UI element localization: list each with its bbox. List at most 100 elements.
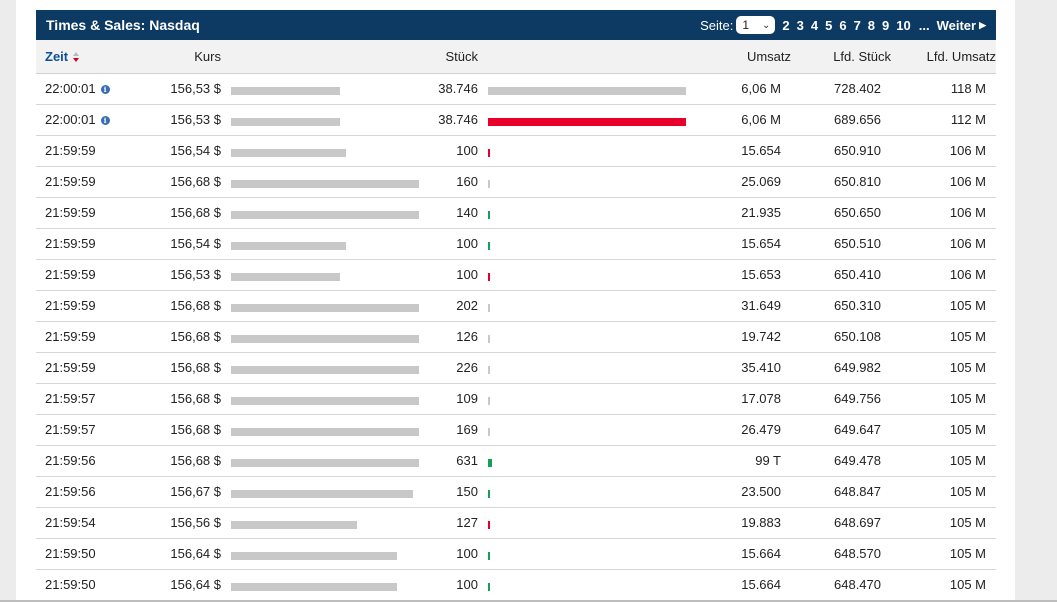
- column-header-stueck[interactable]: Stück: [431, 40, 478, 74]
- volume-bar: [488, 86, 686, 95]
- cell-lfd-umsatz: 112 M: [891, 104, 996, 136]
- page-link-10[interactable]: 10: [896, 17, 911, 33]
- cell-kurs: 156,68 $: [151, 383, 221, 415]
- arrow-right-icon: ▶: [979, 19, 986, 30]
- cell-volume-bar: [478, 290, 691, 322]
- price-bar: [231, 489, 413, 498]
- cell-lfd-stueck: 650.108: [791, 321, 891, 353]
- volume-bar: [488, 427, 490, 436]
- cell-zeit-text: 21:59:59: [45, 205, 96, 220]
- table-row: 21:59:59 156,68 $ 226 35.410 649.982 105 M: [36, 352, 996, 384]
- cell-stueck: 109: [431, 383, 478, 415]
- cell-volume-bar: [478, 352, 691, 384]
- times-and-sales-widget: Times & Sales: Nasdaq Seite: 1 ⌄ 2 3 4 5…: [36, 10, 996, 601]
- column-header-lfd-umsatz[interactable]: Lfd. Umsatz: [891, 40, 996, 74]
- cell-lfd-stueck: 648.570: [791, 538, 891, 570]
- sort-icon: [73, 51, 80, 62]
- volume-bar: [488, 272, 490, 281]
- volume-bar: [488, 458, 492, 467]
- cell-zeit: 21:59:59: [36, 135, 151, 167]
- page-link-5[interactable]: 5: [825, 17, 833, 33]
- cell-umsatz: 19.883: [691, 507, 791, 539]
- cell-stueck: 100: [431, 569, 478, 601]
- table-row: 22:00:01 i 156,53 $ 38.746 6,06 M 689.656 112 …: [36, 104, 996, 136]
- cell-kurs-bar: [221, 414, 431, 446]
- page-link-3[interactable]: 3: [796, 17, 804, 33]
- page-label: Seite:: [700, 17, 734, 33]
- page-link-4[interactable]: 4: [810, 17, 819, 33]
- cell-volume-bar: [478, 197, 691, 229]
- column-header-kurs[interactable]: Kurs: [151, 40, 221, 74]
- cell-lfd-umsatz: 106 M: [891, 166, 996, 198]
- cell-lfd-umsatz: 106 M: [891, 228, 996, 260]
- cell-zeit: 22:00:01 i: [36, 104, 151, 136]
- cell-umsatz: 15.654: [691, 228, 791, 260]
- cell-zeit-text: 21:59:59: [45, 174, 96, 189]
- price-bar: [231, 179, 419, 188]
- column-header-zeit[interactable]: Zeit: [36, 40, 151, 74]
- price-bar: [231, 303, 419, 312]
- page-link-2[interactable]: 2: [782, 17, 790, 33]
- cell-zeit: 21:59:59: [36, 321, 151, 353]
- info-icon[interactable]: i: [100, 116, 110, 125]
- cell-zeit-text: 21:59:50: [45, 577, 96, 592]
- cell-stueck: 38.746: [431, 73, 478, 105]
- cell-kurs-bar: [221, 507, 431, 539]
- page-link-8[interactable]: 8: [867, 17, 876, 33]
- cell-umsatz: 15.664: [691, 538, 791, 570]
- cell-kurs: 156,68 $: [151, 321, 221, 353]
- cell-zeit: 21:59:50: [36, 538, 151, 570]
- table-body: 22:00:01 i 156,53 $ 38.746 6,06 M 728.402 118 …: [36, 73, 996, 601]
- cell-lfd-umsatz: 105 M: [891, 538, 996, 570]
- column-header-kurs-bar: [221, 40, 431, 74]
- table-row: 21:59:59 156,68 $ 126 19.742 650.108 105 M: [36, 321, 996, 353]
- volume-bar: [488, 334, 490, 343]
- cell-lfd-umsatz: 105 M: [891, 445, 996, 477]
- cell-lfd-stueck: 648.697: [791, 507, 891, 539]
- cell-zeit: 21:59:59: [36, 228, 151, 260]
- cell-volume-bar: [478, 259, 691, 291]
- page-link-9[interactable]: 9: [882, 17, 890, 33]
- table-header-row: Zeit Kurs Stück Umsatz Lfd. Stück Lfd. U…: [36, 40, 996, 74]
- cell-kurs: 156,68 $: [151, 166, 221, 198]
- cell-umsatz: 19.742: [691, 321, 791, 353]
- info-icon[interactable]: i: [100, 85, 110, 94]
- cell-kurs: 156,54 $: [151, 228, 221, 260]
- cell-umsatz: 23.500: [691, 476, 791, 508]
- page-link-6[interactable]: 6: [839, 17, 847, 33]
- page-select[interactable]: 1 ⌄: [736, 16, 776, 34]
- volume-bar: [488, 489, 490, 498]
- cell-lfd-stueck: 648.470: [791, 569, 891, 601]
- cell-volume-bar: [478, 135, 691, 167]
- table-row: 21:59:54 156,56 $ 127 19.883 648.697 105 M: [36, 507, 996, 539]
- cell-lfd-umsatz: 105 M: [891, 507, 996, 539]
- cell-zeit-text: 21:59:56: [45, 484, 96, 499]
- table-row: 21:59:57 156,68 $ 109 17.078 649.756 105 M: [36, 383, 996, 415]
- cell-kurs-bar: [221, 259, 431, 291]
- cell-lfd-stueck: 650.510: [791, 228, 891, 260]
- cell-lfd-stueck: 650.650: [791, 197, 891, 229]
- column-header-lfd-stueck[interactable]: Lfd. Stück: [791, 40, 891, 74]
- pagination: Seite: 1 ⌄ 2 3 4 5 6 7 8 9 10 ... Weiter…: [700, 16, 986, 34]
- cell-umsatz: 15.653: [691, 259, 791, 291]
- column-header-umsatz[interactable]: Umsatz: [691, 40, 791, 74]
- cell-lfd-umsatz: 105 M: [891, 352, 996, 384]
- next-page-link[interactable]: Weiter ▶: [937, 18, 986, 33]
- page-link-7[interactable]: 7: [853, 17, 861, 33]
- table-row: 21:59:59 156,68 $ 140 21.935 650.650 106 M: [36, 197, 996, 229]
- cell-zeit-text: 21:59:59: [45, 329, 96, 344]
- cell-kurs: 156,54 $: [151, 135, 221, 167]
- cell-kurs-bar: [221, 538, 431, 570]
- cell-lfd-stueck: 648.847: [791, 476, 891, 508]
- volume-bar: [488, 303, 490, 312]
- table-row: 21:59:50 156,64 $ 100 15.664 648.570 105 M: [36, 538, 996, 570]
- cell-lfd-stueck: 649.647: [791, 414, 891, 446]
- cell-kurs-bar: [221, 569, 431, 601]
- page-ellipsis: ...: [918, 17, 930, 33]
- cell-lfd-umsatz: 105 M: [891, 569, 996, 601]
- volume-bar: [488, 117, 686, 126]
- cell-zeit-text: 22:00:01: [45, 81, 96, 96]
- column-header-zeit-label: Zeit: [45, 48, 69, 64]
- cell-lfd-umsatz: 106 M: [891, 259, 996, 291]
- cell-umsatz: 15.664: [691, 569, 791, 601]
